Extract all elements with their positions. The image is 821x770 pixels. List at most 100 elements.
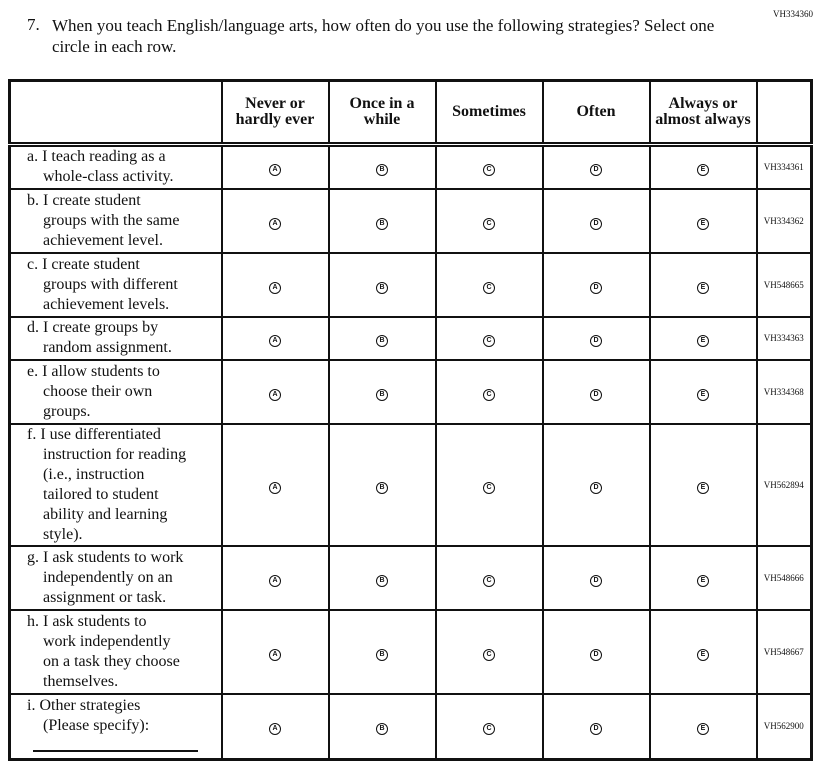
bubble-cell: D [541, 608, 651, 695]
response-bubble-c[interactable]: C [483, 335, 495, 347]
item-code: VH334361 [755, 142, 813, 190]
row-label-line: achievement level. [43, 231, 163, 249]
response-bubble-b[interactable]: B [376, 335, 388, 347]
bubble-cell: D [541, 692, 651, 761]
response-bubble-b[interactable]: B [376, 481, 388, 494]
table-row: a. I teach reading as a whole-class activ… [8, 142, 813, 190]
response-bubble-c[interactable]: C [483, 281, 495, 294]
bubble-cell: C [434, 422, 544, 547]
response-bubble-e[interactable]: E [697, 335, 709, 347]
row-label-line: (i.e., instruction [43, 465, 145, 483]
response-bubble-e[interactable]: E [697, 481, 709, 494]
response-bubble-e[interactable]: E [697, 281, 709, 294]
header-code-blank [755, 79, 813, 146]
bubble-cell: B [327, 422, 437, 547]
specify-input[interactable] [33, 750, 198, 753]
column-header: Never or hardly ever [220, 79, 330, 146]
item-code: VH334363 [755, 315, 813, 361]
item-code: VH562894 [755, 422, 813, 547]
bubble-cell: C [434, 142, 544, 190]
column-header: Sometimes [434, 79, 544, 146]
response-bubble-c[interactable]: C [483, 388, 495, 401]
response-bubble-e[interactable]: E [697, 723, 709, 736]
response-bubble-d[interactable]: D [590, 164, 602, 177]
response-bubble-e[interactable]: E [697, 217, 709, 230]
bubble-cell: B [327, 142, 437, 190]
bubble-cell: D [541, 251, 651, 318]
response-bubble-b[interactable]: B [376, 281, 388, 294]
response-bubble-b[interactable]: B [376, 217, 388, 230]
response-bubble-b[interactable]: B [376, 388, 388, 401]
response-bubble-d[interactable]: D [590, 723, 602, 736]
row-label-line: groups. [43, 402, 91, 420]
question-id: VH334360 [773, 9, 813, 19]
question-number: 7. [27, 15, 40, 34]
response-bubble-e[interactable]: E [697, 388, 709, 401]
item-code: VH334368 [755, 358, 813, 425]
table-row: c. I create student groups with different… [8, 251, 813, 318]
response-bubble-a[interactable]: A [269, 281, 281, 294]
response-bubble-d[interactable]: D [590, 481, 602, 494]
row-label: i. Other strategies (Please specify): [8, 692, 223, 761]
response-bubble-a[interactable]: A [269, 481, 281, 494]
response-bubble-c[interactable]: C [483, 481, 495, 494]
bubble-cell: D [541, 142, 651, 190]
response-bubble-c[interactable]: C [483, 217, 495, 230]
response-bubble-a[interactable]: A [269, 335, 281, 347]
item-code: VH548666 [755, 544, 813, 611]
response-bubble-e[interactable]: E [697, 574, 709, 587]
row-label-line: e. I allow students to [27, 362, 160, 380]
bubble-cell: C [434, 692, 544, 761]
table-row: i. Other strategies (Please specify): A B C D… [8, 692, 813, 761]
response-bubble-b[interactable]: B [376, 574, 388, 587]
bubble-cell: A [220, 544, 330, 611]
bubble-cell: A [220, 187, 330, 254]
bubble-cell: D [541, 422, 651, 547]
bubble-cell: C [434, 544, 544, 611]
row-label-line: independently on an [43, 568, 173, 586]
bubble-cell: A [220, 251, 330, 318]
column-header: Often [541, 79, 651, 146]
bubble-cell: B [327, 358, 437, 425]
row-label-line: tailored to student [43, 485, 159, 503]
bubble-cell: E [648, 422, 758, 547]
row-label: d. I create groups by random assignment. [8, 315, 223, 361]
row-label-line: g. I ask students to work [27, 548, 184, 566]
response-bubble-d[interactable]: D [590, 574, 602, 587]
row-label-line: c. I create student [27, 255, 140, 273]
response-bubble-d[interactable]: D [590, 281, 602, 294]
row-label-line: (Please specify): [43, 717, 150, 735]
bubble-cell: B [327, 544, 437, 611]
item-code: VH548667 [755, 608, 813, 695]
column-header: Always or almost always [648, 79, 758, 146]
row-label: h. I ask students to work independently on… [8, 608, 223, 695]
bubble-cell: E [648, 544, 758, 611]
response-bubble-d[interactable]: D [590, 388, 602, 401]
response-bubble-a[interactable]: A [269, 723, 281, 736]
response-bubble-c[interactable]: C [483, 648, 495, 661]
bubble-cell: C [434, 358, 544, 425]
row-label-line: groups with the same [43, 211, 180, 229]
row-label-line: themselves. [43, 672, 119, 690]
response-bubble-c[interactable]: C [483, 574, 495, 587]
response-bubble-d[interactable]: D [590, 648, 602, 661]
response-bubble-a[interactable]: A [269, 648, 281, 661]
response-bubble-c[interactable]: C [483, 164, 495, 177]
response-bubble-c[interactable]: C [483, 723, 495, 736]
bubble-cell: E [648, 142, 758, 190]
response-bubble-b[interactable]: B [376, 164, 388, 177]
response-bubble-b[interactable]: B [376, 648, 388, 661]
response-bubble-e[interactable]: E [697, 648, 709, 661]
response-bubble-a[interactable]: A [269, 217, 281, 230]
response-bubble-b[interactable]: B [376, 723, 388, 736]
response-bubble-a[interactable]: A [269, 574, 281, 587]
bubble-cell: A [220, 608, 330, 695]
bubble-cell: E [648, 692, 758, 761]
response-bubble-d[interactable]: D [590, 217, 602, 230]
response-bubble-d[interactable]: D [590, 335, 602, 347]
response-bubble-a[interactable]: A [269, 388, 281, 401]
response-bubble-e[interactable]: E [697, 164, 709, 177]
response-bubble-a[interactable]: A [269, 164, 281, 177]
item-code: VH562900 [755, 692, 813, 761]
row-label: f. I use differentiated instruction for r… [8, 422, 223, 547]
